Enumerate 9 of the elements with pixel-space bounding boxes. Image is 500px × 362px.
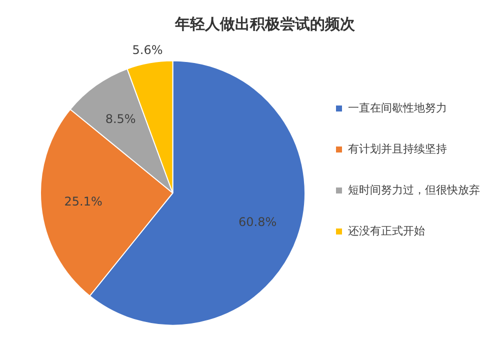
legend-label: 有计划并且持续坚持: [348, 142, 447, 156]
data-label: 25.1%: [64, 194, 102, 208]
legend-label: 一直在间歇性地努力: [348, 101, 447, 114]
data-label: 8.5%: [105, 112, 136, 126]
data-label: 60.8%: [238, 215, 277, 230]
legend-label: 短时间努力过，但很快放弃: [348, 183, 480, 196]
legend-label: 还没有正式开始: [348, 224, 425, 238]
chart-title: 年轻人做出积极尝试的频次: [174, 14, 356, 33]
data-label: 5.6%: [132, 43, 163, 58]
